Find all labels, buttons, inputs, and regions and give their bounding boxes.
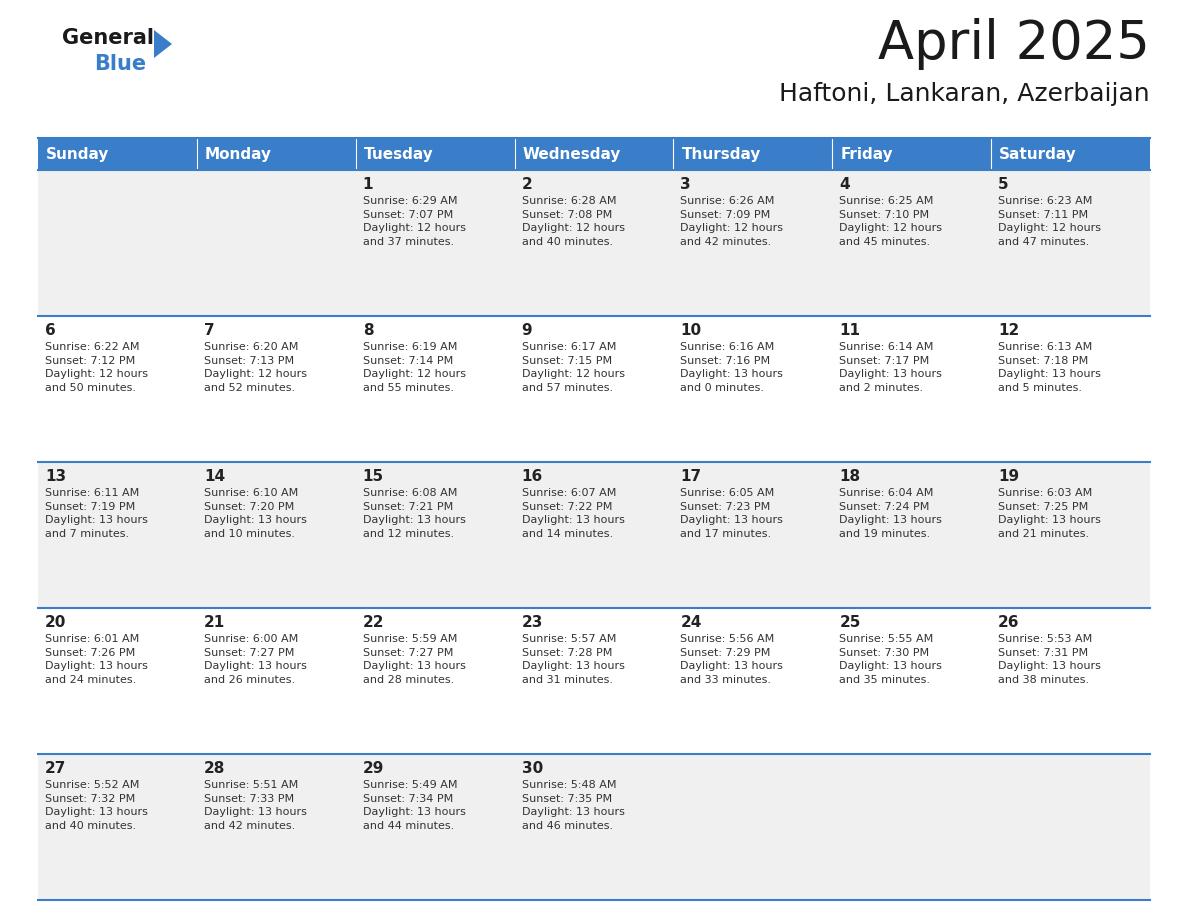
Text: 24: 24	[681, 615, 702, 630]
Text: Sunrise: 6:29 AM
Sunset: 7:07 PM
Daylight: 12 hours
and 37 minutes.: Sunrise: 6:29 AM Sunset: 7:07 PM Dayligh…	[362, 196, 466, 247]
Text: 7: 7	[204, 323, 215, 338]
Text: 2: 2	[522, 177, 532, 192]
Text: Sunrise: 6:13 AM
Sunset: 7:18 PM
Daylight: 13 hours
and 5 minutes.: Sunrise: 6:13 AM Sunset: 7:18 PM Dayligh…	[998, 342, 1101, 393]
Text: 22: 22	[362, 615, 384, 630]
Bar	[991, 138, 1150, 170]
Text: Thursday: Thursday	[682, 147, 760, 162]
Text: Sunrise: 6:03 AM
Sunset: 7:25 PM
Daylight: 13 hours
and 21 minutes.: Sunrise: 6:03 AM Sunset: 7:25 PM Dayligh…	[998, 488, 1101, 539]
Text: 4: 4	[839, 177, 849, 192]
Text: 10: 10	[681, 323, 702, 338]
Text: Sunrise: 6:16 AM
Sunset: 7:16 PM
Daylight: 13 hours
and 0 minutes.: Sunrise: 6:16 AM Sunset: 7:16 PM Dayligh…	[681, 342, 783, 393]
Text: 14: 14	[204, 469, 225, 484]
Text: April 2025: April 2025	[878, 18, 1150, 70]
Text: Sunrise: 6:22 AM
Sunset: 7:12 PM
Daylight: 12 hours
and 50 minutes.: Sunrise: 6:22 AM Sunset: 7:12 PM Dayligh…	[45, 342, 148, 393]
Text: Sunrise: 5:59 AM
Sunset: 7:27 PM
Daylight: 13 hours
and 28 minutes.: Sunrise: 5:59 AM Sunset: 7:27 PM Dayligh…	[362, 634, 466, 685]
Text: Haftoni, Lankaran, Azerbaijan: Haftoni, Lankaran, Azerbaijan	[779, 82, 1150, 106]
Text: Sunrise: 5:52 AM
Sunset: 7:32 PM
Daylight: 13 hours
and 40 minutes.: Sunrise: 5:52 AM Sunset: 7:32 PM Dayligh…	[45, 780, 147, 831]
Polygon shape	[154, 30, 172, 58]
Text: 20: 20	[45, 615, 67, 630]
Text: Sunrise: 6:01 AM
Sunset: 7:26 PM
Daylight: 13 hours
and 24 minutes.: Sunrise: 6:01 AM Sunset: 7:26 PM Dayligh…	[45, 634, 147, 685]
Bar	[38, 170, 1150, 316]
Bar	[38, 462, 1150, 608]
Text: Sunrise: 6:19 AM
Sunset: 7:14 PM
Daylight: 12 hours
and 55 minutes.: Sunrise: 6:19 AM Sunset: 7:14 PM Dayligh…	[362, 342, 466, 393]
Text: Sunrise: 6:11 AM
Sunset: 7:19 PM
Daylight: 13 hours
and 7 minutes.: Sunrise: 6:11 AM Sunset: 7:19 PM Dayligh…	[45, 488, 147, 539]
Text: 25: 25	[839, 615, 860, 630]
Bar	[674, 138, 833, 170]
Text: Sunrise: 5:51 AM
Sunset: 7:33 PM
Daylight: 13 hours
and 42 minutes.: Sunrise: 5:51 AM Sunset: 7:33 PM Dayligh…	[204, 780, 307, 831]
Text: Sunrise: 5:48 AM
Sunset: 7:35 PM
Daylight: 13 hours
and 46 minutes.: Sunrise: 5:48 AM Sunset: 7:35 PM Dayligh…	[522, 780, 625, 831]
Text: Monday: Monday	[204, 147, 272, 162]
Text: Sunrise: 6:28 AM
Sunset: 7:08 PM
Daylight: 12 hours
and 40 minutes.: Sunrise: 6:28 AM Sunset: 7:08 PM Dayligh…	[522, 196, 625, 247]
Text: Tuesday: Tuesday	[364, 147, 434, 162]
Text: Sunrise: 6:07 AM
Sunset: 7:22 PM
Daylight: 13 hours
and 14 minutes.: Sunrise: 6:07 AM Sunset: 7:22 PM Dayligh…	[522, 488, 625, 539]
Text: Sunrise: 6:14 AM
Sunset: 7:17 PM
Daylight: 13 hours
and 2 minutes.: Sunrise: 6:14 AM Sunset: 7:17 PM Dayligh…	[839, 342, 942, 393]
Text: 12: 12	[998, 323, 1019, 338]
Text: 23: 23	[522, 615, 543, 630]
Text: Sunrise: 5:56 AM
Sunset: 7:29 PM
Daylight: 13 hours
and 33 minutes.: Sunrise: 5:56 AM Sunset: 7:29 PM Dayligh…	[681, 634, 783, 685]
Text: Wednesday: Wednesday	[523, 147, 621, 162]
Text: 30: 30	[522, 761, 543, 776]
Text: Sunrise: 5:49 AM
Sunset: 7:34 PM
Daylight: 13 hours
and 44 minutes.: Sunrise: 5:49 AM Sunset: 7:34 PM Dayligh…	[362, 780, 466, 831]
Text: 3: 3	[681, 177, 691, 192]
Text: 16: 16	[522, 469, 543, 484]
Text: 11: 11	[839, 323, 860, 338]
Text: 1: 1	[362, 177, 373, 192]
Text: 5: 5	[998, 177, 1009, 192]
Bar	[38, 754, 1150, 900]
Text: Sunrise: 6:08 AM
Sunset: 7:21 PM
Daylight: 13 hours
and 12 minutes.: Sunrise: 6:08 AM Sunset: 7:21 PM Dayligh…	[362, 488, 466, 539]
Bar	[514, 138, 674, 170]
Text: 9: 9	[522, 323, 532, 338]
Text: Sunrise: 6:10 AM
Sunset: 7:20 PM
Daylight: 13 hours
and 10 minutes.: Sunrise: 6:10 AM Sunset: 7:20 PM Dayligh…	[204, 488, 307, 539]
Bar	[833, 138, 991, 170]
Text: Saturday: Saturday	[999, 147, 1076, 162]
Text: 28: 28	[204, 761, 226, 776]
Text: Sunrise: 6:04 AM
Sunset: 7:24 PM
Daylight: 13 hours
and 19 minutes.: Sunrise: 6:04 AM Sunset: 7:24 PM Dayligh…	[839, 488, 942, 539]
Bar	[38, 138, 197, 170]
Text: Sunrise: 5:57 AM
Sunset: 7:28 PM
Daylight: 13 hours
and 31 minutes.: Sunrise: 5:57 AM Sunset: 7:28 PM Dayligh…	[522, 634, 625, 685]
Text: Sunrise: 6:25 AM
Sunset: 7:10 PM
Daylight: 12 hours
and 45 minutes.: Sunrise: 6:25 AM Sunset: 7:10 PM Dayligh…	[839, 196, 942, 247]
Text: 17: 17	[681, 469, 702, 484]
Text: 26: 26	[998, 615, 1019, 630]
Text: 13: 13	[45, 469, 67, 484]
Text: Friday: Friday	[840, 147, 893, 162]
Bar	[38, 316, 1150, 462]
Text: 15: 15	[362, 469, 384, 484]
Text: 6: 6	[45, 323, 56, 338]
Text: General: General	[62, 28, 154, 48]
Text: 21: 21	[204, 615, 225, 630]
Text: Sunrise: 5:55 AM
Sunset: 7:30 PM
Daylight: 13 hours
and 35 minutes.: Sunrise: 5:55 AM Sunset: 7:30 PM Dayligh…	[839, 634, 942, 685]
Text: Sunrise: 6:17 AM
Sunset: 7:15 PM
Daylight: 12 hours
and 57 minutes.: Sunrise: 6:17 AM Sunset: 7:15 PM Dayligh…	[522, 342, 625, 393]
Text: 19: 19	[998, 469, 1019, 484]
Bar	[355, 138, 514, 170]
Text: Blue: Blue	[94, 54, 146, 74]
Text: Sunrise: 6:05 AM
Sunset: 7:23 PM
Daylight: 13 hours
and 17 minutes.: Sunrise: 6:05 AM Sunset: 7:23 PM Dayligh…	[681, 488, 783, 539]
Text: Sunrise: 6:26 AM
Sunset: 7:09 PM
Daylight: 12 hours
and 42 minutes.: Sunrise: 6:26 AM Sunset: 7:09 PM Dayligh…	[681, 196, 783, 247]
Bar	[38, 608, 1150, 754]
Text: Sunrise: 6:20 AM
Sunset: 7:13 PM
Daylight: 12 hours
and 52 minutes.: Sunrise: 6:20 AM Sunset: 7:13 PM Dayligh…	[204, 342, 307, 393]
Text: 8: 8	[362, 323, 373, 338]
Bar	[197, 138, 355, 170]
Text: Sunrise: 5:53 AM
Sunset: 7:31 PM
Daylight: 13 hours
and 38 minutes.: Sunrise: 5:53 AM Sunset: 7:31 PM Dayligh…	[998, 634, 1101, 685]
Text: 29: 29	[362, 761, 384, 776]
Text: Sunrise: 6:00 AM
Sunset: 7:27 PM
Daylight: 13 hours
and 26 minutes.: Sunrise: 6:00 AM Sunset: 7:27 PM Dayligh…	[204, 634, 307, 685]
Text: 18: 18	[839, 469, 860, 484]
Text: Sunrise: 6:23 AM
Sunset: 7:11 PM
Daylight: 12 hours
and 47 minutes.: Sunrise: 6:23 AM Sunset: 7:11 PM Dayligh…	[998, 196, 1101, 247]
Text: Sunday: Sunday	[46, 147, 109, 162]
Text: 27: 27	[45, 761, 67, 776]
